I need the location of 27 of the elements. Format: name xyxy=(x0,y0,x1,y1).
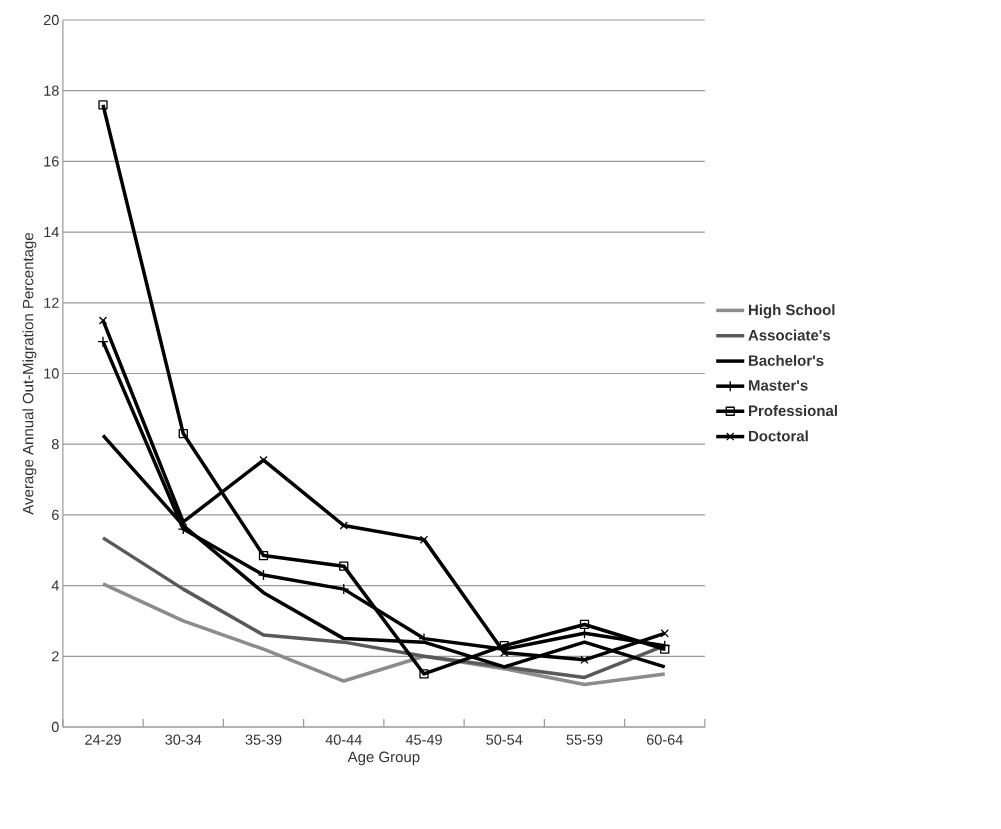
x-tick-label: 30-34 xyxy=(165,734,202,745)
x-tick-label: 50-54 xyxy=(486,734,523,745)
legend-label: Associate's xyxy=(748,329,831,341)
y-tick-label: 16 xyxy=(44,156,59,167)
y-tick-label: 4 xyxy=(51,580,59,591)
legend-label: High School xyxy=(748,304,835,319)
y-tick-label: 20 xyxy=(43,14,59,26)
y-tick-label: 6 xyxy=(52,509,59,521)
x-tick-label: 40-44 xyxy=(325,734,362,745)
y-tick-label: 8 xyxy=(51,439,59,450)
legend-label: Bachelor's xyxy=(748,354,824,366)
x-axis-title: Age Group xyxy=(347,751,420,766)
x-tick-label: 55-59 xyxy=(566,734,603,745)
x-tick-label: 35-39 xyxy=(245,734,282,745)
y-tick-label: 10 xyxy=(44,368,59,379)
y-tick-label: 0 xyxy=(51,721,59,733)
x-tick-label: 45-49 xyxy=(405,734,442,745)
legend-label: Professional xyxy=(748,405,837,417)
y-tick-label: 12 xyxy=(44,297,59,308)
x-tick-label: 60-64 xyxy=(646,734,683,745)
x-tick-label: 24-29 xyxy=(85,734,121,745)
y-tick-label: 14 xyxy=(44,227,59,238)
legend-label: Doctoral xyxy=(748,430,808,442)
legend-label: Master's xyxy=(748,380,808,391)
y-tick-label: 18 xyxy=(44,85,59,96)
y-axis-title: Average Annual Out-Migration Percentage xyxy=(22,233,37,515)
y-tick-label: 2 xyxy=(52,651,59,662)
